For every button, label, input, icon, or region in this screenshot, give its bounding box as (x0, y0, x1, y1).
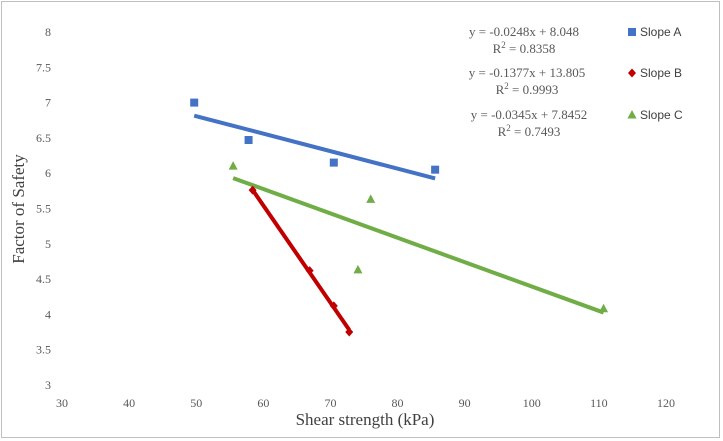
y-tick-label: 4.5 (36, 272, 51, 286)
data-point (190, 98, 199, 107)
ticks-layer: 30 40 50 60 70 80 90 100 110 120 3 3.5 4 4.5 5 5.5 6 6.5 7… (36, 25, 675, 410)
x-tick-label: 110 (590, 396, 608, 410)
trendline-equation: y = -0.0248x + 8.048 (469, 24, 579, 39)
trendline-equation: y = -0.0345x + 7.8452 (471, 107, 588, 122)
data-point (345, 327, 354, 337)
y-tick-label: 6.5 (36, 131, 51, 145)
legend-marker (628, 28, 636, 36)
trendline-equation: y = -0.1377x + 13.805 (469, 65, 586, 80)
data-point (244, 136, 253, 145)
data-point (329, 301, 338, 311)
data-point (431, 165, 440, 174)
y-tick-label: 7 (45, 96, 51, 110)
y-axis-title: Factor of Safety (9, 154, 28, 264)
trendline (193, 113, 436, 181)
x-tick-label: 40 (123, 396, 135, 410)
y-tick-label: 3 (45, 378, 51, 392)
x-tick-label: 50 (190, 396, 202, 410)
data-point (599, 303, 609, 313)
y-tick-label: 3.5 (36, 343, 51, 357)
x-tick-label: 90 (459, 396, 471, 410)
r-squared-label: R2 = 0.9993 (496, 81, 559, 97)
data-point (248, 185, 257, 195)
trendline (232, 176, 605, 315)
legend-marker (627, 110, 637, 119)
x-tick-label: 30 (56, 396, 68, 410)
data-point (329, 158, 338, 167)
x-tick-label: 120 (657, 396, 675, 410)
trendlines-layer (193, 113, 605, 332)
data-point (366, 194, 376, 203)
x-tick-label: 100 (523, 396, 541, 410)
legend: Slope A Slope B Slope C (627, 25, 683, 122)
data-point (353, 264, 363, 274)
r-squared-label: R2 = 0.8358 (493, 40, 556, 56)
x-axis-title: Shear strength (kPa) (296, 410, 435, 429)
y-tick-label: 6 (45, 166, 51, 180)
legend-label: Slope B (640, 66, 682, 80)
y-tick-label: 8 (45, 25, 51, 39)
x-tick-label: 80 (392, 396, 404, 410)
points-layer (190, 98, 609, 337)
data-point (228, 161, 238, 170)
y-tick-label: 5.5 (36, 202, 51, 216)
legend-label: Slope C (640, 108, 683, 122)
x-tick-label: 70 (324, 396, 336, 410)
data-point (305, 266, 314, 276)
y-tick-label: 5 (45, 237, 51, 251)
y-tick-label: 7.5 (36, 60, 51, 74)
r-squared-label: R2 = 0.7493 (498, 123, 561, 139)
legend-marker (628, 68, 636, 78)
x-tick-label: 60 (257, 396, 269, 410)
legend-label: Slope A (640, 25, 681, 39)
y-tick-label: 4 (45, 307, 51, 321)
